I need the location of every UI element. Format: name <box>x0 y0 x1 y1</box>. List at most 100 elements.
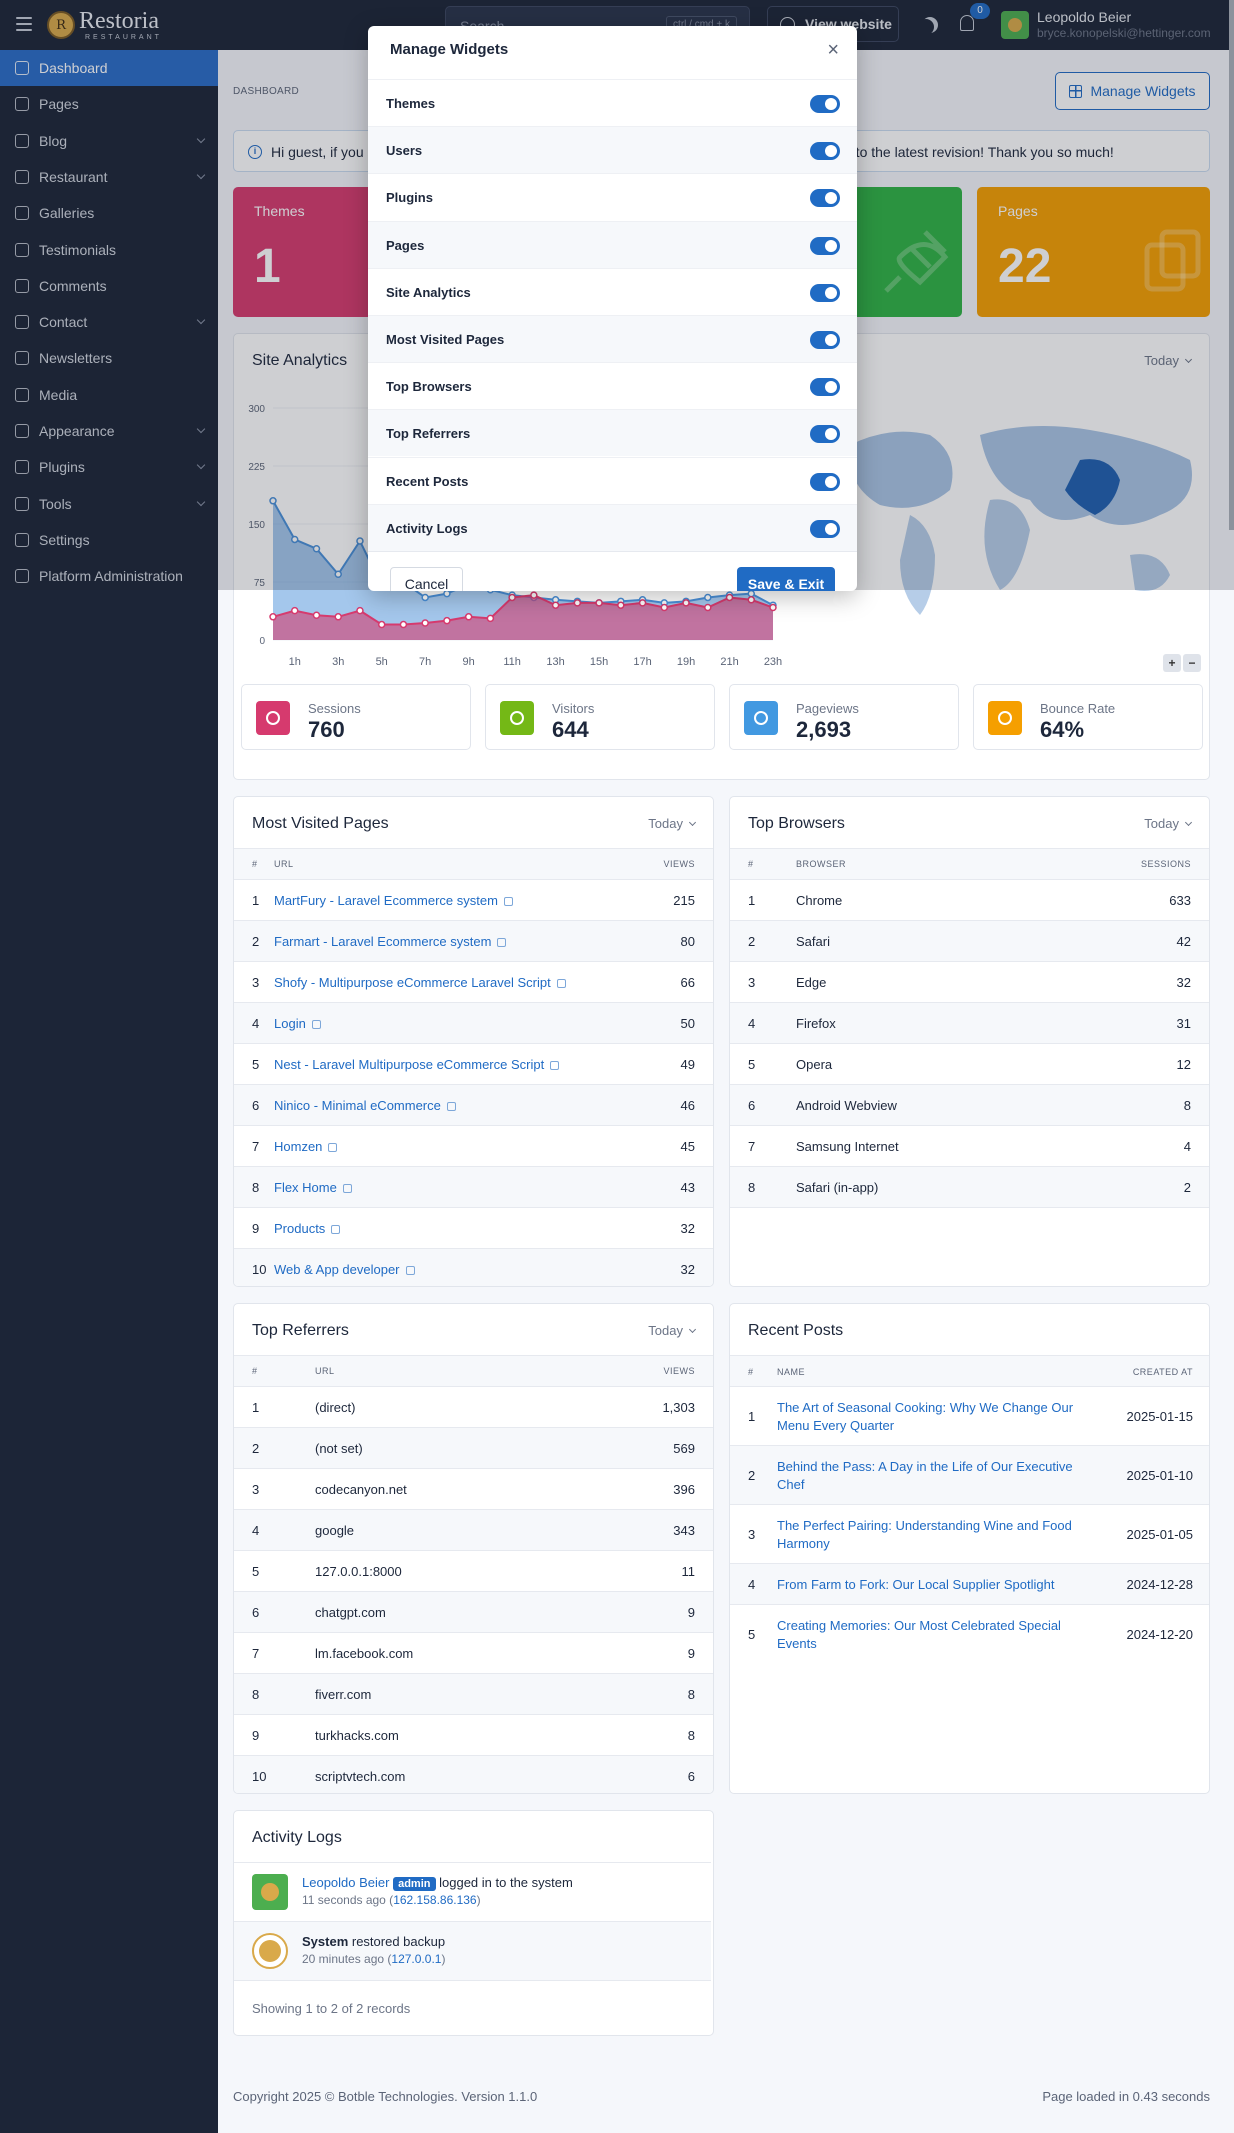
widget-toggle[interactable] <box>810 425 840 444</box>
map-zoom-in-button[interactable]: + <box>1163 654 1181 672</box>
external-link-icon[interactable] <box>550 1060 560 1070</box>
col-header: VIEWS <box>577 1355 713 1387</box>
widget-toggle[interactable] <box>810 142 840 161</box>
top-browsers-table: # BROWSER SESSIONS 1 Chrome 633 2 Safari 42 3 E… <box>730 848 1209 1208</box>
external-link-icon[interactable] <box>342 1183 352 1193</box>
widget-toggle[interactable] <box>810 283 840 302</box>
post-link[interactable]: From Farm to Fork: Our Local Supplier Sp… <box>777 1576 1055 1592</box>
map-zoom-out-button[interactable]: − <box>1183 654 1201 672</box>
sidebar-item-restaurant[interactable]: Restaurant <box>0 159 218 195</box>
role-badge: admin <box>393 1877 436 1891</box>
external-link-icon[interactable] <box>497 937 507 947</box>
widget-toggle[interactable] <box>810 472 840 491</box>
data-point <box>334 613 342 621</box>
widget-toggle[interactable] <box>810 331 840 349</box>
widget-label: Top Browsers <box>386 379 472 395</box>
page-link[interactable]: Homzen <box>274 1138 323 1154</box>
scrollbar[interactable] <box>1229 0 1234 530</box>
y-tick-label: 225 <box>248 462 265 473</box>
bell-icon[interactable] <box>960 15 974 31</box>
visitors-stat: Visitors 644 <box>485 684 715 750</box>
manage-widgets-button[interactable]: Manage Widgets <box>1055 72 1210 110</box>
sessions-label: Sessions <box>308 701 361 716</box>
sidebar-item-appearance[interactable]: Appearance <box>0 413 218 449</box>
cell-index: 8 <box>730 1166 796 1208</box>
page-link[interactable]: Products <box>274 1220 326 1236</box>
date-filter-dropdown[interactable]: Today <box>648 816 695 831</box>
widget-toggle[interactable] <box>810 378 840 397</box>
page-link[interactable]: Shofy - Multipurpose eCommerce Laravel S… <box>274 974 551 990</box>
post-link[interactable]: Creating Memories: Our Most Celebrated S… <box>777 1617 1061 1651</box>
sidebar-item-pages[interactable]: Pages <box>0 86 218 122</box>
activity-logs-card: Activity Logs Leopoldo Beier admin logge… <box>233 1810 714 2036</box>
sidebar-item-testimonials[interactable]: Testimonials <box>0 232 218 268</box>
avatar[interactable] <box>1001 11 1029 39</box>
external-link-icon[interactable] <box>446 1101 456 1111</box>
system-avatar <box>252 1933 288 1969</box>
stat-card-themes[interactable]: Themes 1 <box>233 187 373 317</box>
sidebar-item-galleries[interactable]: Galleries <box>0 195 218 231</box>
sidebar-item-tools[interactable]: Tools <box>0 486 218 522</box>
page-link[interactable]: Web & App developer <box>274 1261 400 1277</box>
cancel-button[interactable]: Cancel <box>390 567 463 591</box>
ip-link[interactable]: 162.158.86.136 <box>393 1893 477 1907</box>
cell-name: Edge <box>796 961 1045 1003</box>
widget-label: Most Visited Pages <box>386 332 505 347</box>
page-link[interactable]: Login <box>274 1015 306 1031</box>
post-link[interactable]: Behind the Pass: A Day in the Life of Ou… <box>777 1458 1073 1492</box>
user-name[interactable]: Leopoldo Beier <box>1037 9 1132 25</box>
sidebar-item-newsletters[interactable]: Newsletters <box>0 340 218 376</box>
date-filter-dropdown[interactable]: Today <box>1144 353 1191 368</box>
save-exit-button[interactable]: Save & Exit <box>737 567 835 591</box>
widget-toggle[interactable] <box>810 189 840 208</box>
external-link-icon[interactable] <box>503 896 513 906</box>
cell-name: (direct) <box>315 1386 578 1428</box>
folder-icon <box>15 387 29 402</box>
page-link[interactable]: Flex Home <box>274 1179 337 1195</box>
table-row: 8 fiverr.com 8 <box>234 1673 713 1715</box>
stat-card-pages[interactable]: Pages 22 <box>977 187 1210 317</box>
ip-link[interactable]: 127.0.0.1 <box>391 1952 442 1966</box>
sidebar-item-settings[interactable]: Settings <box>0 522 218 558</box>
page-link[interactable]: Nest - Laravel Multipurpose eCommerce Sc… <box>274 1056 545 1072</box>
cell-index: 3 <box>730 961 796 1003</box>
widget-toggle[interactable] <box>810 519 840 538</box>
sidebar-item-label: Dashboard <box>39 60 108 76</box>
world-map[interactable] <box>830 405 1210 635</box>
sidebar-item-contact[interactable]: Contact <box>0 304 218 340</box>
sidebar-item-dashboard[interactable]: Dashboard <box>0 50 218 86</box>
sidebar-item-platform-administration[interactable]: Platform Administration <box>0 558 218 594</box>
page-link[interactable]: Ninico - Minimal eCommerce <box>274 1097 441 1113</box>
post-link[interactable]: The Art of Seasonal Cooking: Why We Chan… <box>777 1399 1074 1433</box>
page-link[interactable]: MartFury - Laravel Ecommerce system <box>274 892 498 908</box>
widget-toggle[interactable] <box>810 236 840 255</box>
cell-index: 7 <box>730 1125 796 1167</box>
cell-count: 31 <box>1044 1002 1209 1044</box>
sidebar-item-comments[interactable]: Comments <box>0 268 218 304</box>
date-filter-dropdown[interactable]: Today <box>648 1323 695 1338</box>
breadcrumb[interactable]: DASHBOARD <box>233 86 300 97</box>
newsletter-icon <box>15 351 29 366</box>
widget-toggle[interactable] <box>810 95 840 113</box>
cell-index: 4 <box>234 1509 315 1551</box>
date-filter-dropdown[interactable]: Today <box>1144 816 1191 831</box>
logo[interactable]: R Restoria RESTAURANT <box>47 9 162 41</box>
sidebar-item-plugins[interactable]: Plugins <box>0 449 218 485</box>
sidebar-item-blog[interactable]: Blog <box>0 123 218 159</box>
sidebar-item-media[interactable]: Media <box>0 377 218 413</box>
external-link-icon[interactable] <box>556 978 566 988</box>
external-link-icon[interactable] <box>405 1265 415 1275</box>
close-icon[interactable]: × <box>827 39 839 61</box>
traffic-cone-icon <box>744 701 778 735</box>
table-row: 2 (not set) 569 <box>234 1427 713 1469</box>
external-link-icon[interactable] <box>331 1224 341 1234</box>
table-row: 7 lm.facebook.com 9 <box>234 1632 713 1674</box>
data-point <box>530 591 538 599</box>
menu-toggle-icon[interactable] <box>16 17 32 31</box>
table-row: 3 Shofy - Multipurpose eCommerce Laravel … <box>234 961 713 1003</box>
external-link-icon[interactable] <box>311 1019 321 1029</box>
external-link-icon[interactable] <box>328 1142 338 1152</box>
activity-actor-link[interactable]: Leopoldo Beier <box>302 1875 390 1890</box>
page-link[interactable]: Farmart - Laravel Ecommerce system <box>274 933 492 949</box>
post-link[interactable]: The Perfect Pairing: Understanding Wine … <box>777 1517 1072 1551</box>
